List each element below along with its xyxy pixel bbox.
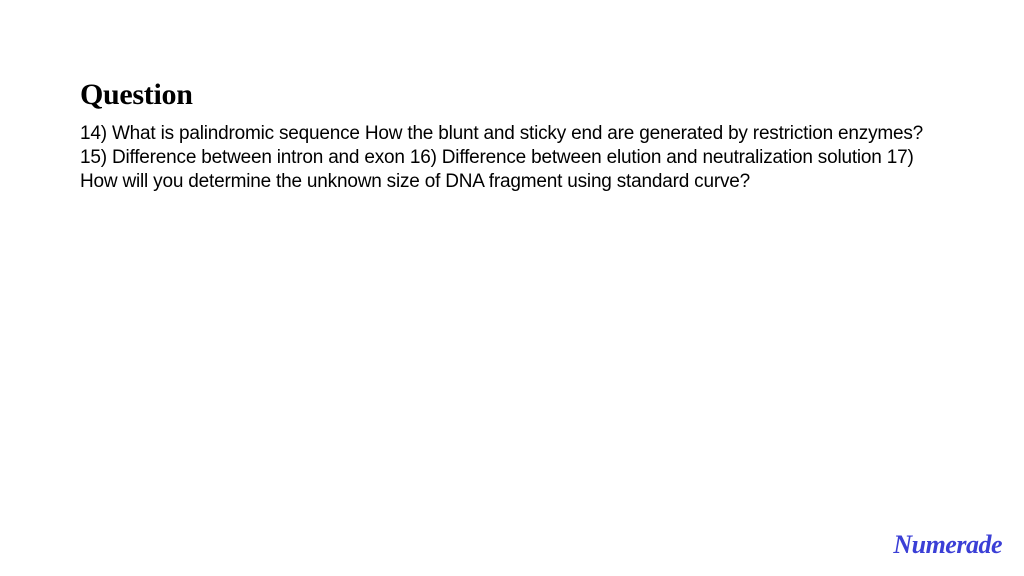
- content-container: Question 14) What is palindromic sequenc…: [0, 0, 1024, 193]
- numerade-logo: Numerade: [893, 530, 1002, 560]
- question-heading: Question: [80, 78, 944, 112]
- question-body: 14) What is palindromic sequence How the…: [80, 122, 944, 193]
